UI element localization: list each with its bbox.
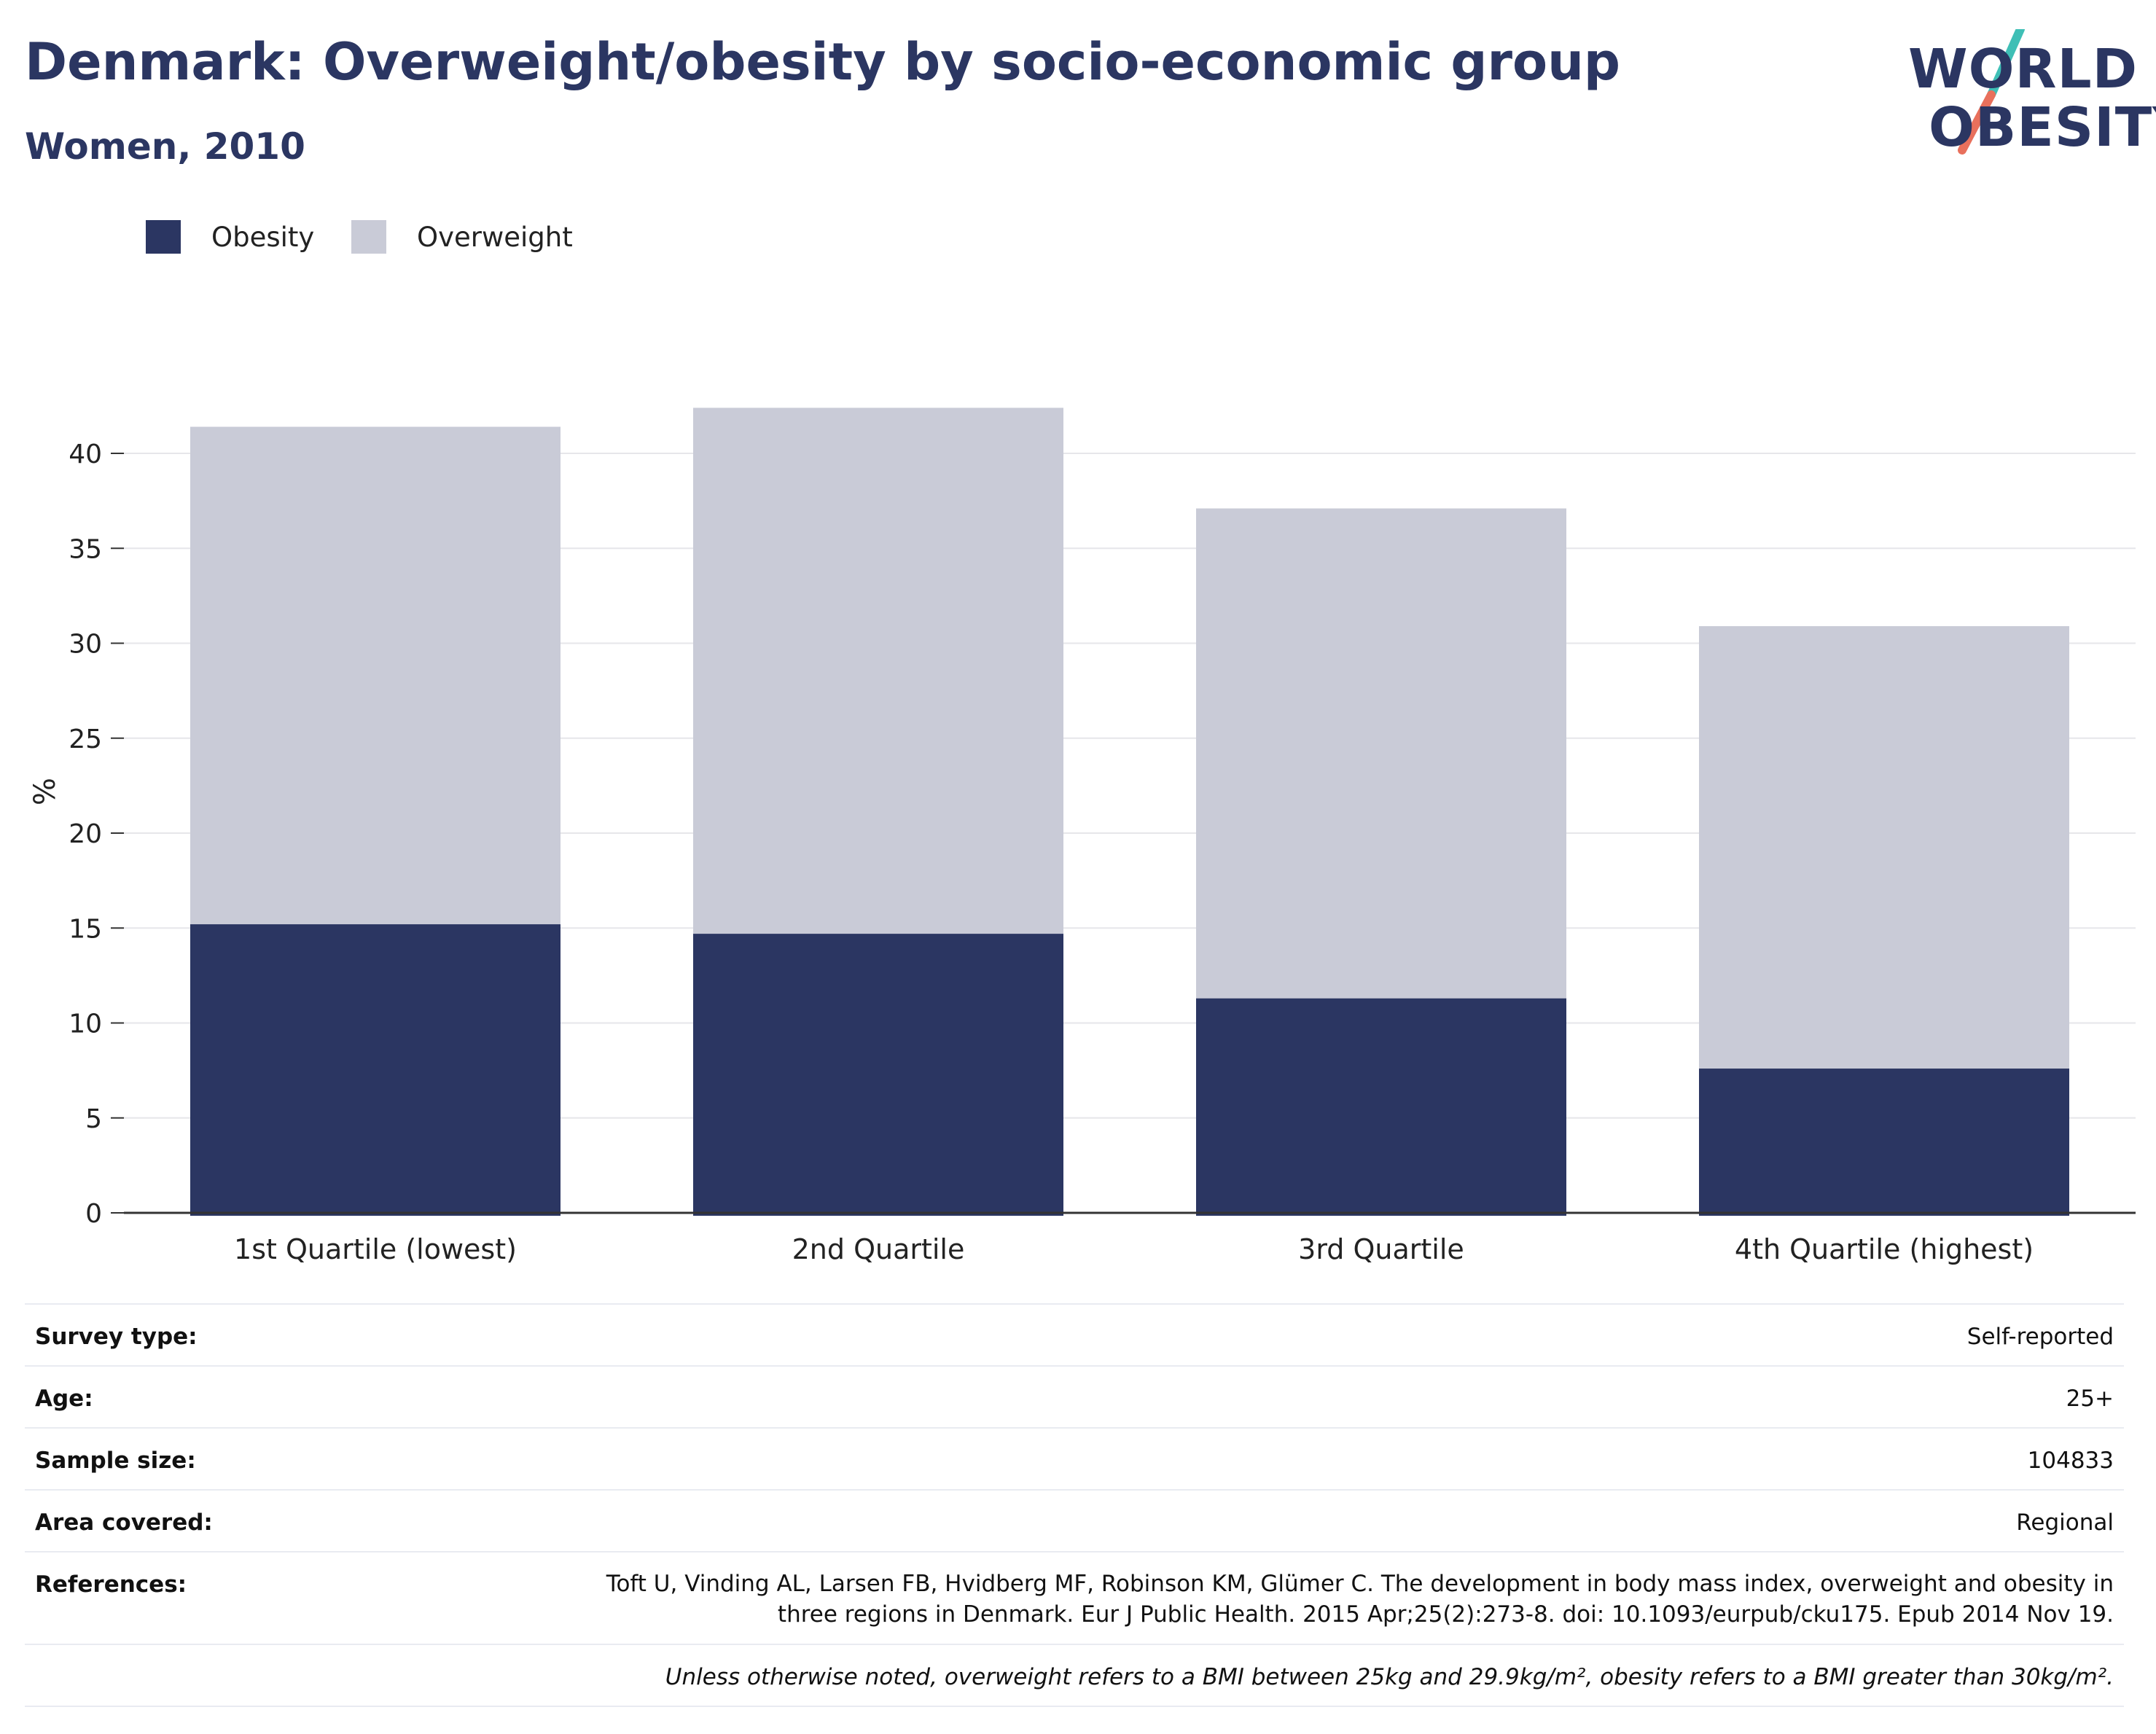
y-axis-ticks: 0 5 10 15 20 25 30 35 40 (69, 440, 124, 1229)
bar-obesity-2[interactable] (693, 934, 1063, 1216)
chart-title: Denmark: Overweight/obesity by socio-eco… (25, 32, 1621, 92)
legend-swatch-overweight (351, 220, 386, 254)
bar-obesity-4[interactable] (1699, 1069, 2069, 1216)
bars (190, 407, 2069, 1216)
world-obesity-logo: WORLD OBESITY (1895, 29, 2156, 160)
x-tick-label: 2nd Quartile (792, 1233, 965, 1265)
legend-label-overweight: Overweight (417, 221, 573, 253)
logo-slash-icon (1958, 29, 2025, 155)
bar-obesity-3[interactable] (1196, 998, 1566, 1216)
x-tick-label: 4th Quartile (highest) (1735, 1233, 2034, 1265)
x-axis-ticks: 1st Quartile (lowest) 2nd Quartile 3rd Qua… (234, 1233, 2034, 1265)
info-row-age: Age: 25+ (25, 1365, 2124, 1427)
bar-overweight-4[interactable] (1699, 626, 2069, 1069)
info-label: Area covered: (35, 1510, 213, 1536)
logo-word-world: WORLD (1908, 38, 2139, 101)
info-row-references: References: Toft U, Vinding AL, Larsen F… (25, 1551, 2124, 1644)
info-value: Self-reported (1966, 1324, 2114, 1350)
legend-label-obesity: Obesity (211, 221, 315, 253)
stacked-bar-chart: 0 5 10 15 20 25 30 35 40 1st Quartile (lowest) 2n… (28, 407, 2136, 1265)
info-row-sample-size: Sample size: 104833 (25, 1427, 2124, 1489)
legend-swatch-obesity (146, 220, 181, 254)
info-value: 104833 (2027, 1448, 2114, 1474)
bmi-definition-note: Unless otherwise noted, overweight refer… (25, 1644, 2124, 1707)
y-tick-label: 5 (85, 1104, 102, 1134)
chart-subtitle: Women, 2010 (25, 125, 305, 168)
y-tick-label: 15 (69, 914, 102, 944)
logo-word-obesity: OBESITY (1929, 96, 2156, 159)
info-value-reference: Toft U, Vinding AL, Larsen FB, Hvidberg … (606, 1571, 2114, 1628)
legend-item-overweight[interactable]: Overweight (351, 219, 573, 255)
y-tick-label: 10 (69, 1009, 102, 1039)
x-tick-label: 3rd Quartile (1298, 1233, 1464, 1265)
survey-info-table: Survey type: Self-reported Age: 25+ Samp… (25, 1303, 2124, 1707)
info-label: Survey type: (35, 1324, 198, 1350)
info-row-survey-type: Survey type: Self-reported (25, 1303, 2124, 1365)
y-tick-label: 0 (85, 1199, 102, 1229)
info-value: 25+ (2066, 1386, 2114, 1412)
y-tick-label: 25 (69, 725, 102, 754)
info-row-area-covered: Area covered: Regional (25, 1489, 2124, 1551)
y-axis-label: % (28, 778, 62, 805)
y-tick-label: 30 (69, 630, 102, 660)
y-tick-label: 40 (69, 440, 102, 469)
x-tick-label: 1st Quartile (lowest) (234, 1233, 517, 1265)
info-label: Age: (35, 1386, 93, 1412)
info-label: Sample size: (35, 1448, 196, 1474)
bar-overweight-1[interactable] (190, 426, 561, 925)
bar-overweight-3[interactable] (1196, 508, 1566, 999)
info-value: Regional (2016, 1510, 2114, 1536)
legend-item-obesity[interactable]: Obesity (146, 219, 314, 255)
y-tick-label: 35 (69, 534, 102, 564)
bar-obesity-1[interactable] (190, 924, 561, 1216)
info-label: References: (35, 1571, 187, 1598)
y-tick-label: 20 (69, 819, 102, 849)
bar-overweight-2[interactable] (693, 407, 1063, 934)
